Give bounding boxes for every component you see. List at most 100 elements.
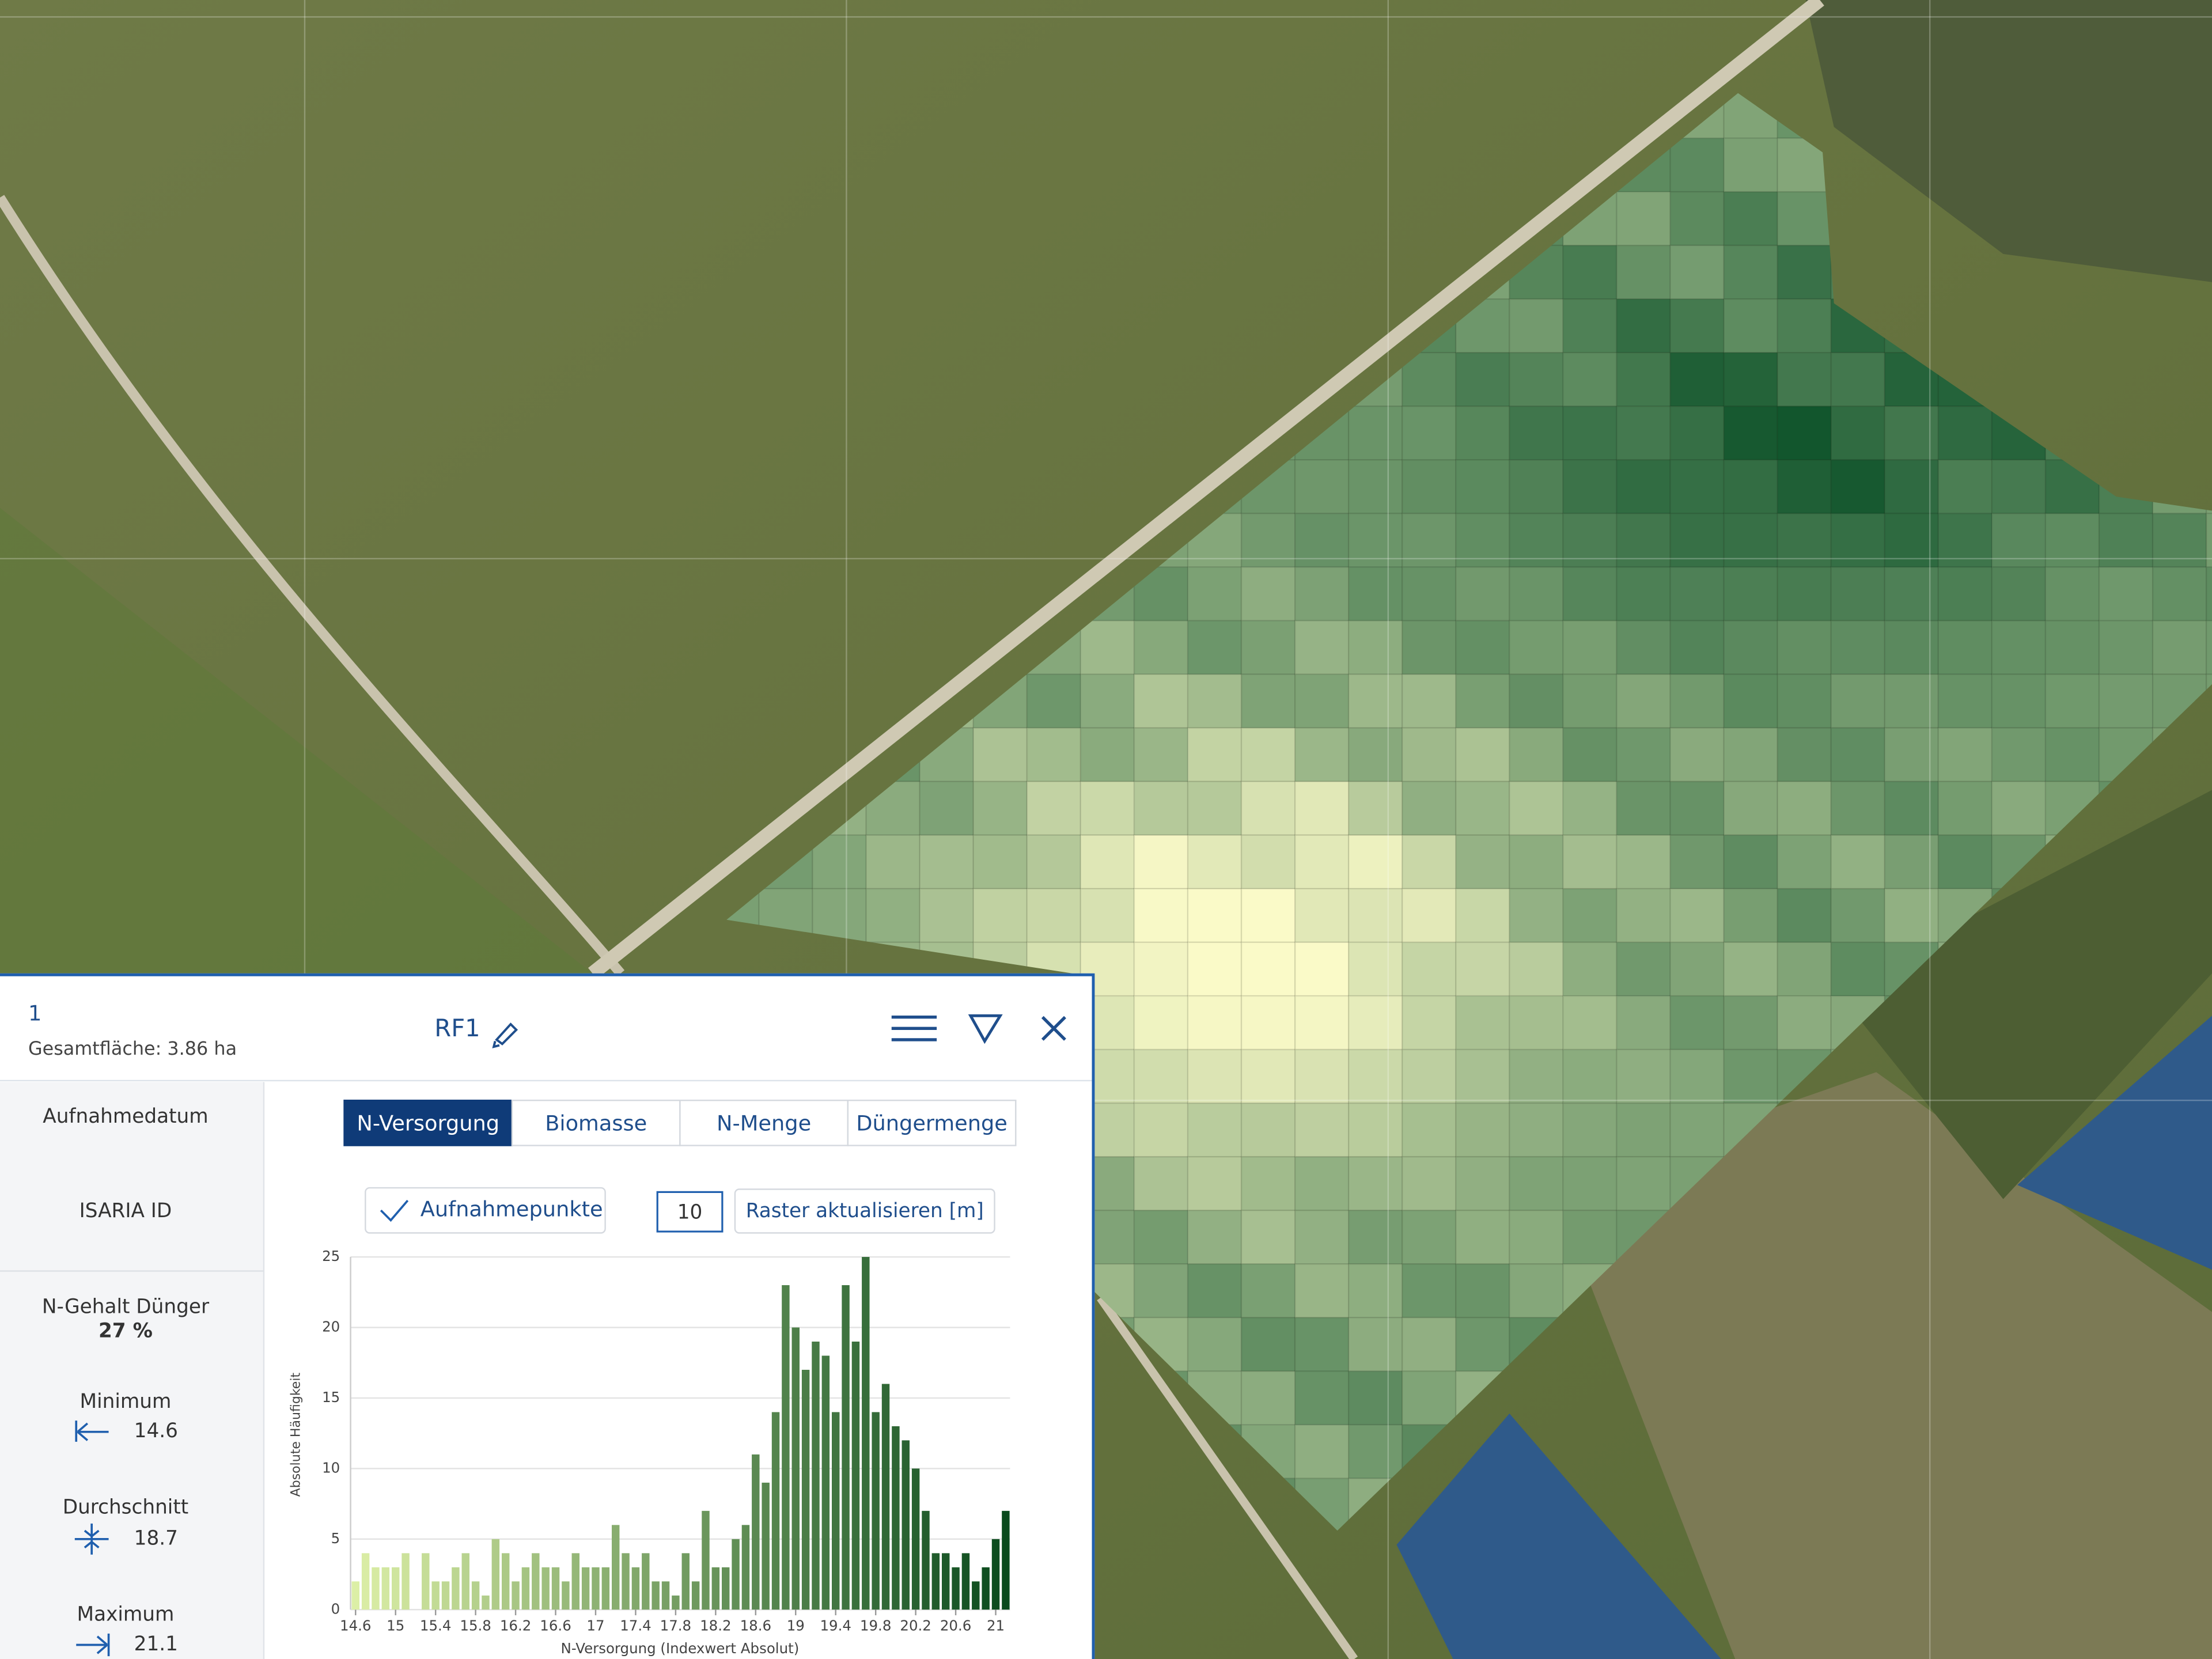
raster-cell xyxy=(1133,1263,1189,1319)
raster-cell xyxy=(1294,834,1350,890)
raster-cell xyxy=(1240,673,1296,729)
x-tick-label: 14.6 xyxy=(340,1618,371,1634)
raster-cell xyxy=(1723,1048,1778,1104)
tab[interactable] xyxy=(511,1099,681,1146)
tab[interactable] xyxy=(847,1099,1017,1146)
raster-cell xyxy=(1348,1156,1403,1211)
raster-cell xyxy=(1133,1048,1189,1104)
raster-cell xyxy=(1133,941,1189,997)
stat-label: N-Gehalt Dünger xyxy=(42,1296,210,1319)
bar xyxy=(702,1510,710,1610)
x-tick-label: 17.8 xyxy=(660,1618,691,1634)
raster-cell xyxy=(1402,781,1457,836)
raster-cell xyxy=(1240,1263,1296,1319)
raster-cell xyxy=(1884,620,1940,675)
x-tick-label: 20.6 xyxy=(940,1618,971,1634)
field-id: 1 xyxy=(28,1001,41,1025)
bar xyxy=(351,1581,359,1610)
raster-cell xyxy=(1723,191,1778,247)
raster-cell xyxy=(1294,781,1350,836)
raster-cell xyxy=(1616,888,1671,944)
raster-cell xyxy=(1026,888,1082,944)
tab[interactable] xyxy=(679,1099,849,1146)
area: Gesamtfläche: 3.86 ha xyxy=(28,1037,237,1059)
raster-cell xyxy=(1133,620,1189,675)
y-tick-label: 0 xyxy=(331,1600,340,1617)
edit-icon[interactable] xyxy=(492,1022,518,1048)
x-tick-label: 15.4 xyxy=(420,1618,451,1634)
bar xyxy=(471,1581,480,1610)
raster-input[interactable] xyxy=(656,1191,724,1233)
sidebar xyxy=(0,1082,264,1659)
bar xyxy=(721,1567,730,1610)
raster-cell xyxy=(1402,566,1457,622)
raster-cell xyxy=(1777,191,1832,247)
raster-cell xyxy=(1777,406,1832,461)
raster-cell xyxy=(1348,941,1403,997)
raster-cell xyxy=(1616,673,1671,729)
min-icon xyxy=(75,1421,109,1442)
stat-value: 27 % xyxy=(99,1319,153,1342)
raster-cell xyxy=(1455,781,1510,836)
raster-button[interactable] xyxy=(734,1188,995,1234)
raster-cell xyxy=(1669,673,1725,729)
field-name[interactable]: RF1 xyxy=(434,1014,480,1042)
menu-icon[interactable] xyxy=(891,1016,937,1041)
raster-cell xyxy=(1080,834,1135,890)
bar xyxy=(461,1553,469,1610)
raster-cell xyxy=(1348,673,1403,729)
x-tick-label: 18.2 xyxy=(700,1618,731,1634)
raster-cell xyxy=(1830,781,1886,836)
raster-cell xyxy=(1723,727,1778,782)
raster-cell xyxy=(1562,781,1618,836)
raster-cell xyxy=(1616,995,1671,1051)
raster-cell xyxy=(1669,995,1725,1051)
raster-cell xyxy=(1294,995,1350,1051)
raster-cell xyxy=(1562,727,1618,782)
raster-cell xyxy=(1294,888,1350,944)
x-tick-label: 20.2 xyxy=(900,1618,931,1634)
raster-cell xyxy=(1509,620,1564,675)
bar xyxy=(862,1257,870,1610)
raster-cell xyxy=(1348,781,1403,836)
raster-cell xyxy=(1937,459,1993,514)
y-tick-label: 10 xyxy=(322,1459,340,1476)
filter-icon[interactable] xyxy=(968,1014,1003,1044)
raster-cell xyxy=(1133,1102,1189,1158)
raster-cell xyxy=(1348,727,1403,782)
raster-cell xyxy=(1777,566,1832,622)
raster-cell xyxy=(1616,352,1671,407)
raster-cell xyxy=(1348,995,1403,1051)
avg-icon xyxy=(74,1523,109,1555)
field xyxy=(1834,790,2212,1199)
raster-cell xyxy=(1937,406,1993,461)
raster-cell xyxy=(1187,941,1243,997)
raster-cell xyxy=(1294,1263,1350,1319)
bar xyxy=(741,1525,750,1610)
stat-value: 21.1 xyxy=(134,1633,178,1656)
stat-label: Durchschnitt xyxy=(63,1495,189,1518)
raster-cell xyxy=(1830,834,1886,890)
raster-cell xyxy=(1562,1156,1618,1211)
raster-cell xyxy=(1240,888,1296,944)
tab[interactable] xyxy=(343,1099,513,1146)
raster-cell xyxy=(1240,1317,1296,1372)
raster-cell xyxy=(1133,673,1189,729)
raster-cell xyxy=(1402,513,1457,568)
bar xyxy=(532,1553,540,1610)
raster-cell xyxy=(1509,352,1564,407)
raster-cell xyxy=(1991,781,2047,836)
raster-cell xyxy=(1402,727,1457,782)
raster-cell xyxy=(1455,1048,1510,1104)
raster-cell xyxy=(1348,1048,1403,1104)
raster-cell xyxy=(1937,727,1993,782)
raster-cell xyxy=(1562,298,1618,354)
farmyard xyxy=(1805,0,2212,282)
points-button[interactable] xyxy=(365,1187,606,1234)
close-icon[interactable] xyxy=(1041,1016,1066,1041)
raster-cell xyxy=(1937,620,1993,675)
x-tick-label: 16.2 xyxy=(500,1618,531,1634)
bar xyxy=(501,1553,510,1610)
